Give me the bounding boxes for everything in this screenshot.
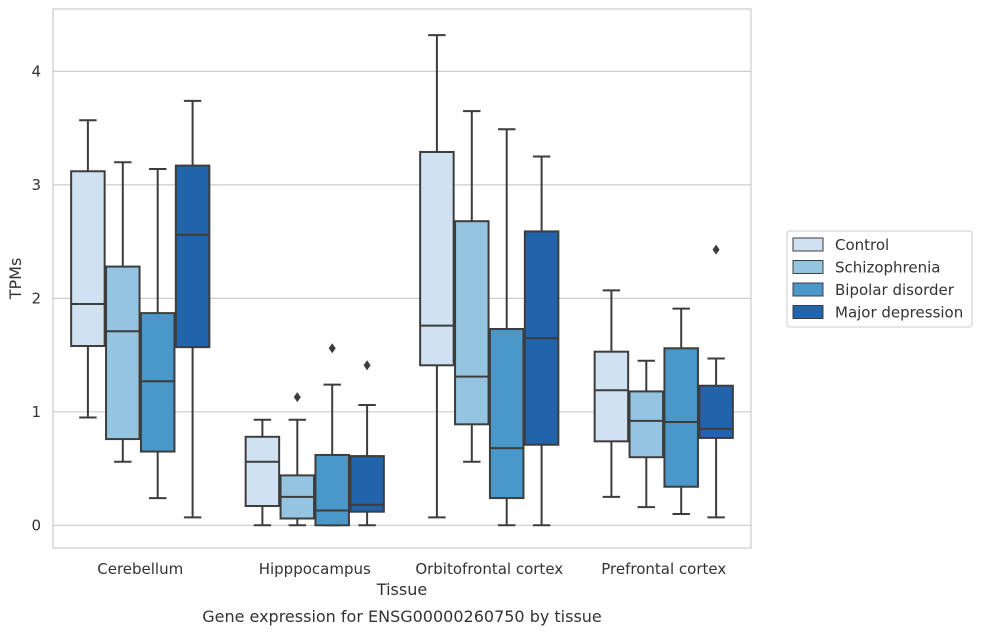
y-tick-label: 3 — [31, 176, 41, 194]
box-major-depression-prefrontal-cortex — [698, 244, 734, 519]
outlier-point — [712, 244, 720, 255]
box-iqr — [593, 350, 630, 443]
y-tick-label: 0 — [31, 516, 41, 534]
box-iqr — [349, 455, 385, 513]
legend-item: Control — [792, 236, 889, 254]
box-bipolar-disorder-hipppocampus — [314, 343, 350, 527]
legend-item: Major depression — [792, 304, 963, 322]
legend-swatch — [792, 282, 824, 297]
legend-item: Schizophrenia — [792, 259, 940, 277]
legend: Control Schizophrenia Bipolar disorder Majo… — [786, 230, 973, 328]
legend-frame — [786, 230, 973, 328]
box-iqr — [628, 390, 665, 459]
box-iqr — [663, 347, 699, 488]
y-tick-label: 1 — [31, 403, 41, 421]
box-iqr — [174, 164, 211, 349]
x-tick-label: Orbitofrontal cortex — [415, 560, 563, 578]
box-major-depression-cerebellum — [174, 99, 211, 519]
box-iqr — [419, 150, 455, 367]
box-bipolar-disorder-cerebellum — [139, 167, 176, 500]
box-iqr — [488, 327, 525, 500]
box-schizophrenia-cerebellum — [105, 161, 141, 463]
x-axis-label: Tissue — [376, 580, 427, 599]
y-tick-label: 2 — [31, 289, 41, 307]
chart-caption: Gene expression for ENSG00000260750 by t… — [202, 607, 602, 626]
box-bipolar-disorder-prefrontal-cortex — [663, 307, 699, 515]
x-tick-label: Cerebellum — [97, 560, 183, 578]
x-tick-label: Prefrontal cortex — [601, 560, 726, 578]
box-iqr — [314, 453, 350, 527]
outlier-point — [328, 343, 336, 354]
legend-label: Schizophrenia — [835, 259, 940, 277]
box-schizophrenia-orbitofrontal-cortex — [454, 110, 490, 463]
box-control-prefrontal-cortex — [593, 289, 630, 498]
legend-item: Bipolar disorder — [792, 281, 955, 299]
box-major-depression-hipppocampus — [349, 360, 385, 527]
outlier-point — [363, 360, 371, 371]
box-iqr — [244, 435, 281, 508]
legend-swatch — [792, 260, 824, 274]
legend-swatch — [792, 237, 824, 252]
box-bipolar-disorder-orbitofrontal-cortex — [488, 128, 525, 527]
y-axis-ticks: 0 1 2 3 4 — [31, 62, 41, 534]
x-tick-label: Hipppocampus — [259, 560, 371, 578]
box-major-depression-orbitofrontal-cortex — [523, 155, 560, 527]
box-iqr — [139, 312, 176, 453]
legend-label: Control — [835, 236, 889, 254]
legend-label: Major depression — [835, 304, 963, 322]
boxes — [70, 34, 734, 527]
y-tick-label: 4 — [31, 62, 41, 80]
box-control-orbitofrontal-cortex — [419, 34, 455, 519]
box-iqr — [454, 220, 490, 426]
box-schizophrenia-prefrontal-cortex — [628, 359, 665, 509]
box-iqr — [105, 265, 141, 441]
box-iqr — [70, 170, 106, 348]
y-axis-label: TPMs — [6, 258, 25, 301]
legend-label: Bipolar disorder — [835, 281, 955, 299]
box-iqr — [698, 384, 734, 439]
outlier-point — [293, 392, 301, 403]
box-control-hipppocampus — [244, 418, 281, 527]
x-axis-ticks: Cerebellum Hipppocampus Orbitofrontal cort… — [97, 560, 726, 578]
legend-swatch — [792, 305, 824, 319]
box-schizophrenia-hipppocampus — [279, 392, 316, 527]
box-control-cerebellum — [70, 119, 106, 419]
plot-area-frame — [52, 8, 752, 549]
